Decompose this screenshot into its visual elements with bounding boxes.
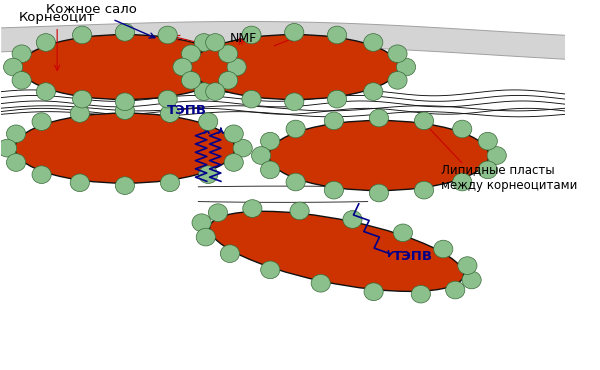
- Ellipse shape: [181, 71, 200, 89]
- Ellipse shape: [269, 121, 489, 191]
- Ellipse shape: [364, 34, 383, 51]
- Ellipse shape: [286, 173, 305, 191]
- Ellipse shape: [12, 45, 31, 63]
- Text: Корнеоцит: Корнеоцит: [19, 11, 95, 70]
- Ellipse shape: [388, 45, 407, 63]
- Ellipse shape: [462, 271, 481, 289]
- Ellipse shape: [311, 275, 331, 292]
- Ellipse shape: [224, 154, 244, 171]
- Ellipse shape: [364, 283, 383, 300]
- Ellipse shape: [487, 147, 506, 164]
- Ellipse shape: [286, 120, 305, 138]
- Ellipse shape: [343, 211, 362, 228]
- Ellipse shape: [284, 23, 304, 41]
- Ellipse shape: [370, 184, 389, 202]
- Ellipse shape: [192, 214, 211, 232]
- Text: Кожное сало: Кожное сало: [46, 3, 155, 38]
- Ellipse shape: [209, 211, 464, 292]
- Ellipse shape: [218, 71, 238, 89]
- Ellipse shape: [4, 58, 23, 76]
- Ellipse shape: [15, 113, 235, 183]
- Ellipse shape: [199, 113, 218, 131]
- Ellipse shape: [160, 174, 179, 192]
- Ellipse shape: [73, 90, 92, 108]
- Ellipse shape: [218, 45, 238, 63]
- Ellipse shape: [196, 228, 215, 246]
- Ellipse shape: [446, 281, 465, 299]
- Ellipse shape: [452, 173, 472, 191]
- Ellipse shape: [32, 113, 51, 131]
- Ellipse shape: [388, 71, 407, 89]
- Ellipse shape: [290, 202, 309, 220]
- Ellipse shape: [328, 90, 347, 108]
- Ellipse shape: [70, 174, 89, 192]
- Ellipse shape: [260, 161, 280, 179]
- Ellipse shape: [394, 224, 413, 242]
- Ellipse shape: [370, 109, 389, 127]
- Ellipse shape: [0, 139, 17, 157]
- Ellipse shape: [397, 58, 416, 76]
- Ellipse shape: [220, 245, 239, 262]
- Ellipse shape: [227, 58, 246, 76]
- Ellipse shape: [158, 26, 177, 44]
- Ellipse shape: [160, 105, 179, 122]
- Ellipse shape: [324, 112, 343, 130]
- Text: Липидные пласты
между корнеоцитами: Липидные пласты между корнеоцитами: [441, 163, 577, 192]
- Ellipse shape: [242, 26, 261, 44]
- Ellipse shape: [20, 35, 229, 100]
- Ellipse shape: [115, 177, 134, 195]
- Text: ТЭПВ: ТЭПВ: [393, 250, 433, 263]
- Ellipse shape: [115, 93, 134, 111]
- Ellipse shape: [206, 34, 225, 51]
- Ellipse shape: [224, 125, 244, 143]
- Ellipse shape: [208, 204, 227, 222]
- Ellipse shape: [478, 161, 497, 179]
- Ellipse shape: [12, 71, 31, 89]
- Ellipse shape: [242, 90, 261, 108]
- Ellipse shape: [7, 154, 26, 171]
- Ellipse shape: [173, 58, 192, 76]
- Ellipse shape: [36, 34, 55, 51]
- Ellipse shape: [194, 34, 214, 51]
- Ellipse shape: [364, 83, 383, 100]
- Ellipse shape: [415, 112, 434, 130]
- Ellipse shape: [415, 181, 434, 199]
- Ellipse shape: [206, 83, 225, 100]
- Ellipse shape: [32, 166, 51, 184]
- Ellipse shape: [452, 120, 472, 138]
- Ellipse shape: [194, 83, 214, 100]
- Ellipse shape: [478, 132, 497, 150]
- Ellipse shape: [190, 35, 398, 100]
- Ellipse shape: [458, 257, 477, 275]
- Ellipse shape: [284, 93, 304, 111]
- Ellipse shape: [36, 83, 55, 100]
- Ellipse shape: [328, 26, 347, 44]
- Ellipse shape: [158, 90, 177, 108]
- Ellipse shape: [199, 166, 218, 184]
- Ellipse shape: [115, 23, 134, 41]
- Ellipse shape: [7, 125, 26, 143]
- Ellipse shape: [70, 105, 89, 122]
- Ellipse shape: [260, 261, 280, 279]
- Ellipse shape: [411, 285, 430, 303]
- Ellipse shape: [434, 240, 453, 258]
- Ellipse shape: [251, 147, 271, 164]
- Ellipse shape: [233, 139, 252, 157]
- Ellipse shape: [115, 102, 134, 120]
- Text: ТЭПВ: ТЭПВ: [167, 104, 207, 117]
- Text: NMF: NMF: [230, 32, 257, 45]
- Ellipse shape: [73, 26, 92, 44]
- Ellipse shape: [324, 181, 343, 199]
- Ellipse shape: [260, 132, 280, 150]
- Ellipse shape: [243, 200, 262, 218]
- Ellipse shape: [181, 45, 200, 63]
